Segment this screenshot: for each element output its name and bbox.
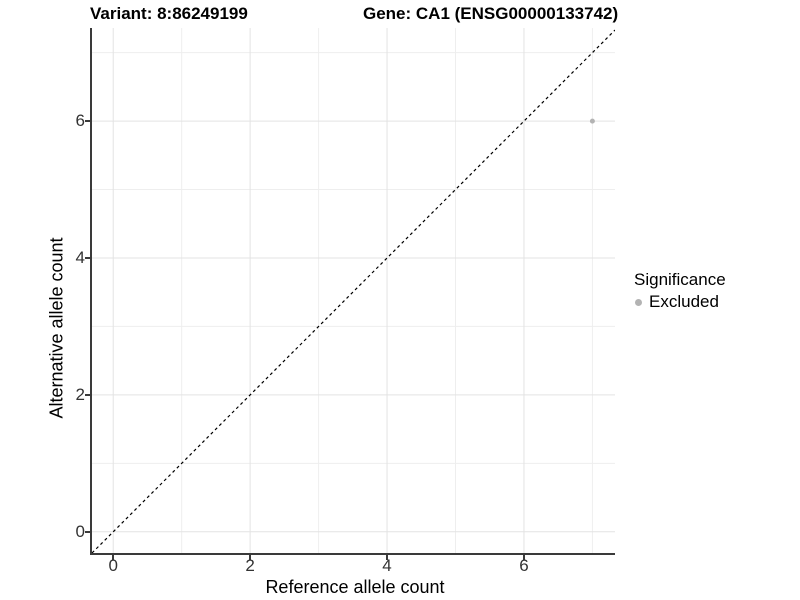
y-axis-tick-mark bbox=[85, 257, 90, 259]
x-axis-tick-mark bbox=[249, 555, 251, 560]
legend-item-label: Excluded bbox=[649, 292, 719, 311]
x-axis-tick-mark bbox=[523, 555, 525, 560]
plot-canvas bbox=[92, 28, 615, 553]
x-axis-tick-label: 0 bbox=[108, 556, 118, 575]
x-axis-tick-label: 2 bbox=[245, 556, 255, 575]
data-point bbox=[589, 118, 595, 124]
plot-title-gene: Gene: CA1 (ENSG00000133742) bbox=[363, 4, 619, 23]
legend-items: Excluded bbox=[632, 292, 726, 312]
identity-dashed-line bbox=[92, 29, 615, 553]
legend-point-icon bbox=[635, 298, 642, 306]
y-axis-title: Alternative allele count bbox=[46, 237, 67, 419]
y-axis-tick-label: 0 bbox=[75, 521, 85, 541]
y-axis-tick-label: 2 bbox=[75, 384, 85, 404]
x-axis-tick-label: 4 bbox=[382, 556, 392, 575]
x-axis-title: Reference allele count bbox=[265, 577, 445, 597]
x-axis-tick-mark bbox=[386, 555, 388, 560]
y-axis-tick-label: 6 bbox=[75, 111, 85, 131]
x-axis-tick-mark bbox=[112, 555, 114, 560]
legend: Significance Excluded bbox=[632, 270, 726, 312]
y-axis-tick-mark bbox=[85, 120, 90, 122]
legend-title: Significance bbox=[634, 270, 726, 289]
y-axis-tick-label: 4 bbox=[75, 247, 85, 267]
plot-title-variant: Variant: 8:86249199 bbox=[90, 4, 248, 23]
legend-item: Excluded bbox=[632, 292, 726, 312]
plot-panel bbox=[90, 28, 615, 555]
x-axis-tick-label: 6 bbox=[519, 556, 529, 575]
y-axis-tick-mark bbox=[85, 531, 90, 533]
y-axis-tick-mark bbox=[85, 394, 90, 396]
